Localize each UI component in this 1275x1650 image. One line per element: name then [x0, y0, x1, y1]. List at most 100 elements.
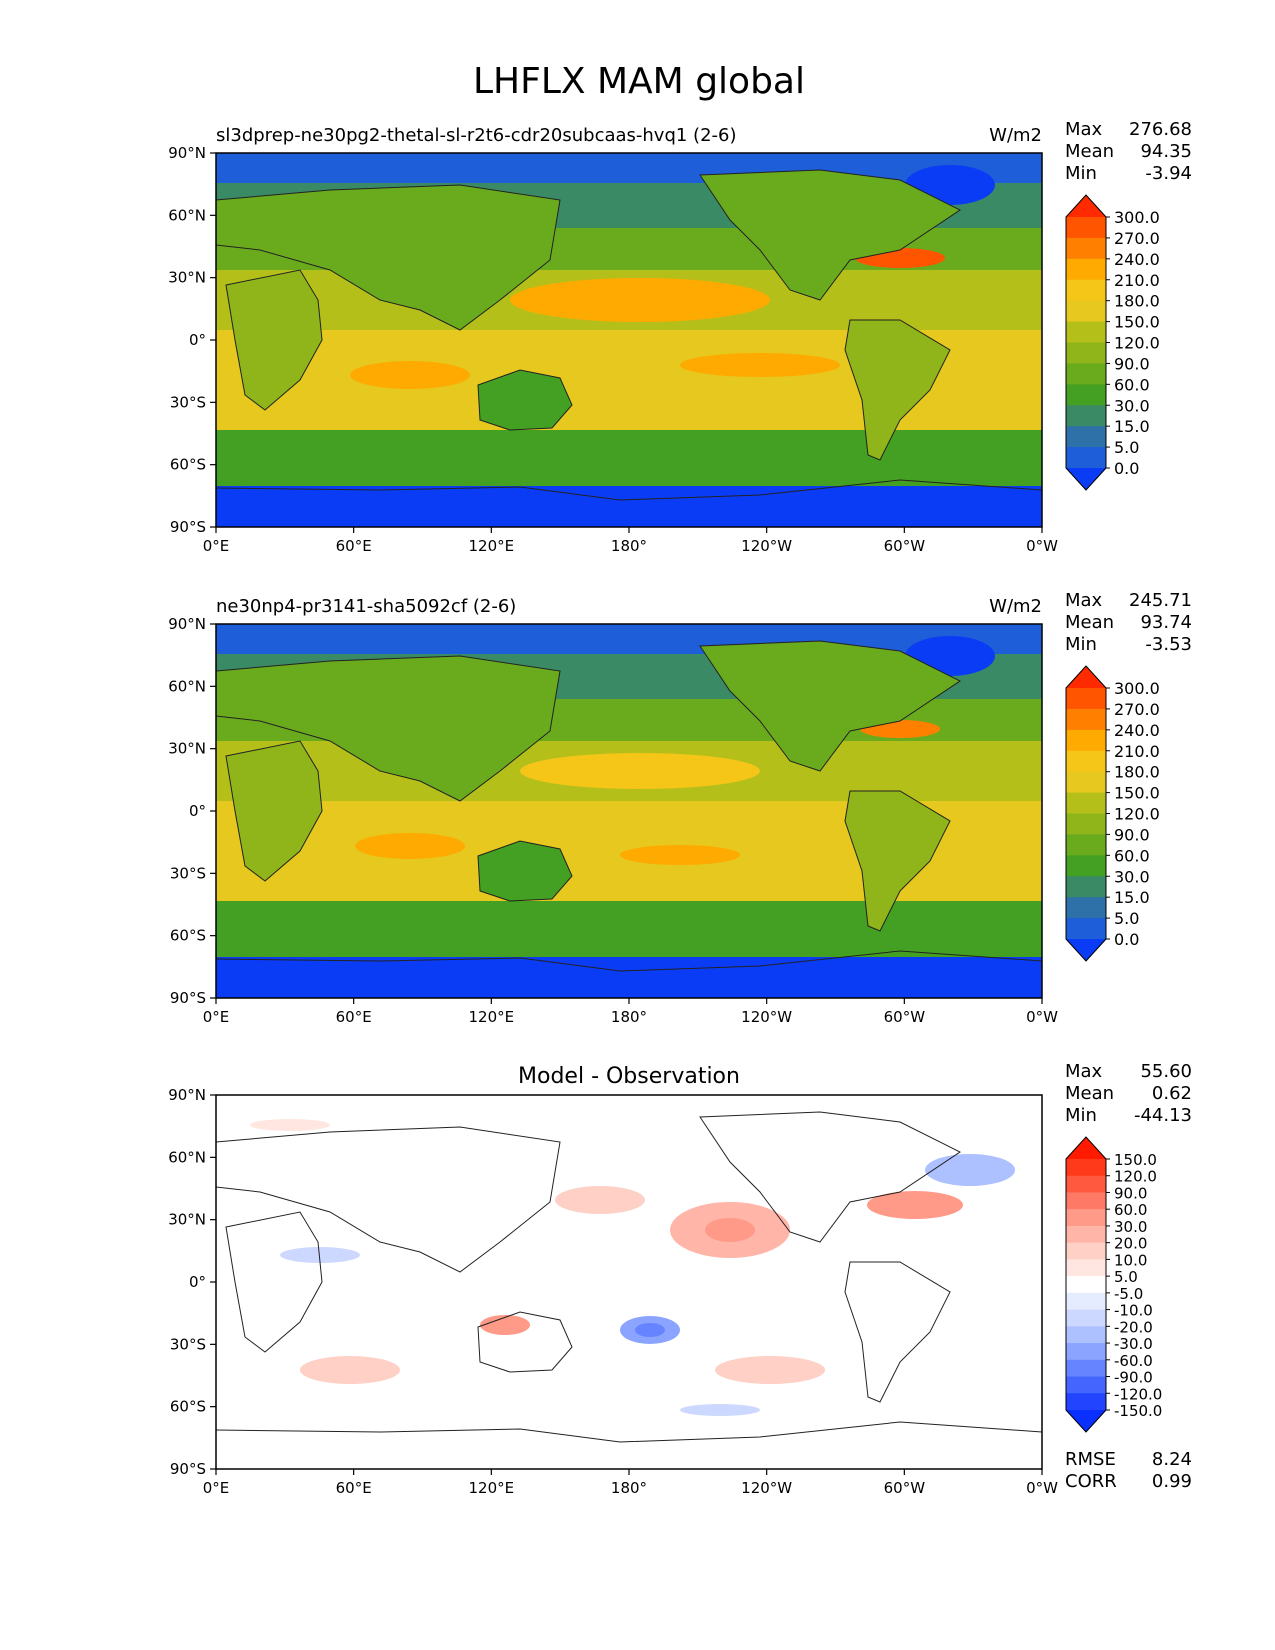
metric-corr-label: CORR [1065, 1471, 1117, 1492]
north-pacific-maximum [510, 278, 770, 322]
y-tick-label: 30°S [170, 1335, 206, 1353]
map-field [216, 624, 1042, 998]
colorbar-segment [1066, 405, 1106, 427]
south-pacific-positive [715, 1356, 825, 1384]
colorbar-tick-label: 150.0 [1114, 313, 1160, 332]
y-tick-label: 0° [189, 331, 206, 349]
y-tick-label: 60°N [168, 1148, 206, 1166]
y-tick-label: 60°S [170, 927, 206, 945]
colorbar: 300.0 270.0 240.0 210.0 180.0 150.0 120.090.0 6… [1065, 194, 1160, 491]
y-tick-label: 30°N [168, 740, 206, 758]
colorbar-tick-label: 90.0 [1114, 1184, 1147, 1202]
colorbar-segment [1066, 876, 1106, 898]
y-axis: 90°N 60°N 30°N 0° 30°S 60°S 90°S [168, 1086, 216, 1478]
colorbar-tick-label: 10.0 [1114, 1251, 1147, 1269]
colorbar-segment [1066, 1309, 1106, 1327]
colorbar-tick-label: 210.0 [1114, 271, 1160, 290]
indian-ocean-negative [280, 1247, 360, 1263]
colorbar-segment [1066, 279, 1106, 302]
colorbar-segment [1066, 1376, 1106, 1394]
stat-max-value: 55.60 [1140, 1061, 1192, 1082]
panel-units: W/m2 [989, 125, 1042, 146]
continent-eurasia [216, 184, 561, 331]
continent-north-america [699, 640, 961, 772]
colorbar-tick-label: 5.0 [1114, 438, 1139, 457]
colorbar: 300.0 270.0 240.0 210.0 180.0 150.0 120.090.0 6… [1065, 665, 1160, 962]
colorbar-segment [1066, 1359, 1106, 1378]
kuroshio-positive [555, 1186, 645, 1214]
colorbar-segment [1066, 1159, 1106, 1177]
colorbar-segment [1066, 426, 1106, 448]
coast-antarctica [216, 1421, 1042, 1443]
x-tick-label: 120°E [469, 1008, 515, 1026]
map-field [216, 153, 1042, 527]
y-axis: 90°N 60°N 30°N 0° 30°S 60°S 90°S [168, 615, 216, 1007]
colorbar-segment [1066, 258, 1106, 281]
y-tick-label: 90°N [168, 1086, 206, 1104]
south-indian-maximum [355, 833, 465, 859]
colorbar-extend-min [1066, 1410, 1106, 1432]
colorbar: 150.0120.090.060.030.020.010.05.0-5.0-10… [1065, 1136, 1162, 1433]
stats-block: Max 55.60 Mean 0.62 Min -44.13 [1065, 1061, 1192, 1126]
panel-units: W/m2 [989, 596, 1042, 617]
colorbar-segment [1066, 1175, 1106, 1193]
colorbar-segment [1066, 1209, 1106, 1227]
stat-max-label: Max [1065, 119, 1103, 140]
y-tick-label: 60°S [170, 456, 206, 474]
south-indian-maximum [350, 361, 470, 389]
band-antarctic [216, 957, 1042, 998]
stat-max-value: 276.68 [1129, 119, 1192, 140]
stat-min-value: -3.94 [1145, 163, 1192, 184]
colorbar-tick-label: 20.0 [1114, 1235, 1147, 1253]
gulf-stream-positive [867, 1191, 963, 1219]
y-tick-label: 30°N [168, 269, 206, 287]
colorbar-tick-label: -150.0 [1114, 1402, 1162, 1420]
stat-mean-label: Mean [1065, 141, 1114, 162]
stat-max-label: Max [1065, 590, 1103, 611]
colorbar-segment [1066, 321, 1106, 343]
colorbar-segment [1066, 813, 1106, 835]
colorbar-tick-label: 60.0 [1114, 846, 1150, 865]
stat-mean-value: 94.35 [1140, 141, 1192, 162]
x-tick-label: 120°W [741, 1008, 792, 1026]
continent-australia [477, 369, 573, 431]
southern-ocean-negative [680, 1404, 760, 1416]
y-tick-label: 90°S [170, 989, 206, 1007]
colorbar-tick-label: 120.0 [1114, 1168, 1157, 1186]
x-tick-label: 120°E [469, 537, 515, 555]
colorbar-tick-label: 270.0 [1114, 229, 1160, 248]
colorbar-tick-label: 90.0 [1114, 354, 1150, 373]
colorbar-tick-label: 270.0 [1114, 700, 1160, 719]
colorbar-segment [1066, 1292, 1106, 1311]
colorbar-tick-label: 180.0 [1114, 292, 1160, 311]
continent-australia [477, 840, 573, 902]
y-tick-label: 0° [189, 1273, 206, 1291]
colorbar-tick-label: 30.0 [1114, 867, 1150, 886]
colorbar-segment [1066, 1343, 1106, 1361]
colorbar-tick-label: 90.0 [1114, 825, 1150, 844]
colorbar-extend-min [1066, 468, 1106, 490]
panel-reference: ne30np4-pr3141-sha5092cf (2-6) W/m2 0°E 6… [168, 590, 1192, 1026]
colorbar-tick-label: -60.0 [1114, 1352, 1153, 1370]
x-tick-label: 180° [611, 537, 647, 555]
colorbar-segment [1066, 1276, 1106, 1294]
colorbar-segment [1066, 342, 1106, 364]
colorbar-extend-max [1066, 195, 1106, 217]
x-tick-label: 0°W [1026, 1479, 1058, 1497]
colorbar-segment [1066, 1393, 1106, 1411]
panel-model: sl3dprep-ne30pg2-thetal-sl-r2t6-cdr20sub… [168, 119, 1192, 555]
colorbar-segment [1066, 897, 1106, 919]
colorbar-tick-label: 150.0 [1114, 784, 1160, 803]
coast-antarctica [216, 950, 1042, 972]
colorbar-tick-label: 15.0 [1114, 417, 1150, 436]
y-tick-label: 0° [189, 802, 206, 820]
stat-min-label: Min [1065, 1105, 1097, 1126]
colorbar-segment [1066, 1326, 1106, 1344]
colorbar-tick-label: 210.0 [1114, 742, 1160, 761]
colorbar-segment [1066, 855, 1106, 877]
x-tick-label: 60°E [336, 537, 372, 555]
x-axis: 0°E 60°E 120°E 180° 120°W 60°W 0°W [203, 998, 1058, 1026]
colorbar-segment [1066, 363, 1106, 385]
colorbar-tick-label: 30.0 [1114, 1218, 1147, 1236]
stat-mean-value: 0.62 [1152, 1083, 1192, 1104]
